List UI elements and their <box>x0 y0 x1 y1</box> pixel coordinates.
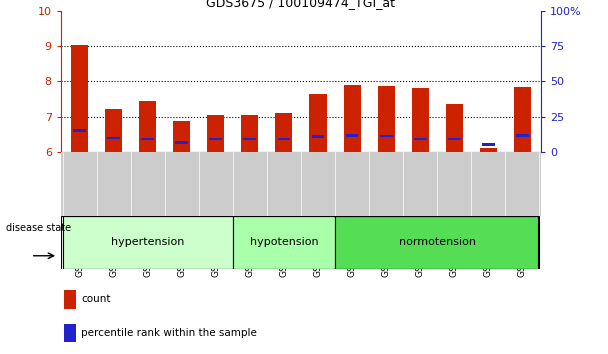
Bar <box>412 88 429 152</box>
Bar <box>335 216 539 269</box>
Bar <box>378 86 395 152</box>
Bar <box>141 138 154 140</box>
Text: count: count <box>81 294 111 304</box>
Bar <box>71 45 88 152</box>
Text: hypotension: hypotension <box>250 238 318 247</box>
Bar <box>241 115 258 152</box>
Bar <box>233 216 335 269</box>
Bar <box>64 324 76 342</box>
Bar <box>346 135 359 137</box>
Bar <box>448 138 461 140</box>
Title: GDS3675 / 100109474_TGI_at: GDS3675 / 100109474_TGI_at <box>207 0 395 10</box>
Bar <box>480 148 497 152</box>
Text: normotension: normotension <box>399 238 475 247</box>
Bar <box>275 113 292 152</box>
Bar <box>173 121 190 152</box>
Bar <box>209 138 222 140</box>
Text: disease state: disease state <box>6 223 71 233</box>
Bar <box>344 85 361 152</box>
Bar <box>277 138 290 140</box>
Text: percentile rank within the sample: percentile rank within the sample <box>81 328 257 338</box>
Bar <box>139 101 156 152</box>
Bar <box>482 143 495 146</box>
Bar <box>312 135 325 138</box>
Bar <box>414 138 427 140</box>
Bar <box>514 87 531 152</box>
Bar <box>446 104 463 152</box>
Bar <box>175 141 188 144</box>
Bar <box>64 290 76 309</box>
Bar <box>309 94 326 152</box>
Text: hypertension: hypertension <box>111 238 184 247</box>
Bar <box>207 115 224 152</box>
Bar <box>243 138 256 140</box>
Bar <box>380 135 393 137</box>
Bar <box>73 129 86 132</box>
Bar <box>107 137 120 139</box>
Bar <box>105 109 122 152</box>
Bar <box>516 135 529 137</box>
Bar <box>63 216 233 269</box>
